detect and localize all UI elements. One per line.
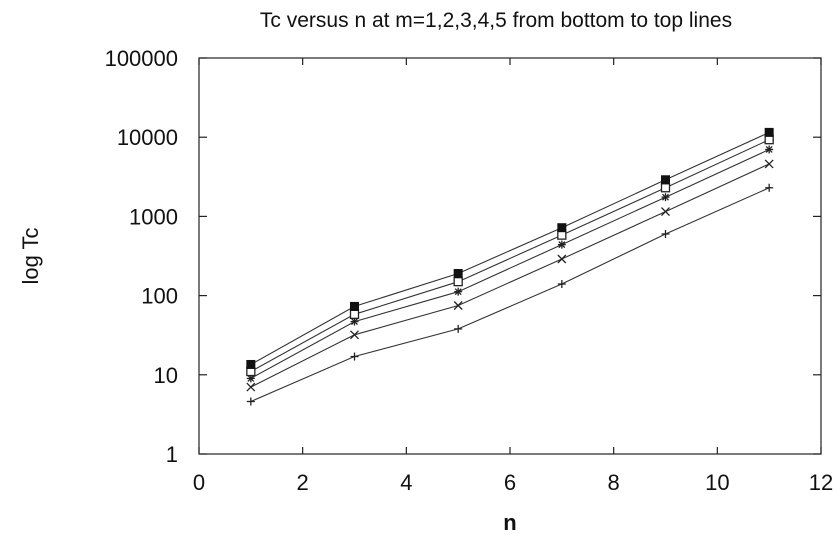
- x-tick-label: 8: [608, 470, 620, 495]
- x-tick-label: 2: [297, 470, 309, 495]
- data-point: [661, 175, 670, 185]
- data-point: [246, 397, 255, 406]
- y-tick-label: 1000: [129, 204, 178, 229]
- x-tick-label: 6: [504, 470, 516, 495]
- data-point: [765, 183, 774, 192]
- series-line-4: [250, 139, 770, 372]
- data-point: [349, 309, 360, 319]
- data-point: [660, 183, 671, 193]
- x-axis-label: n: [503, 510, 516, 535]
- x-tick-label: 12: [809, 470, 833, 495]
- series-line-5: [250, 131, 770, 365]
- series-line-1: [250, 187, 770, 403]
- x-tick-label: 0: [193, 470, 205, 495]
- series-line-3: [250, 149, 770, 379]
- data-point: [246, 382, 256, 392]
- y-tick-label: 100: [141, 284, 178, 309]
- y-tick-label: 10: [154, 363, 178, 388]
- data-point: [661, 229, 670, 238]
- data-point: [661, 207, 670, 217]
- data-point: [246, 359, 256, 369]
- data-point: [764, 135, 774, 145]
- data-point: [557, 230, 567, 240]
- data-point: [453, 301, 463, 310]
- y-axis-label: log Tc: [18, 227, 43, 284]
- data-point: [557, 223, 567, 233]
- data-point: [557, 240, 566, 249]
- data-point: [764, 159, 774, 169]
- axis-ticks: 0 2 4 6 8 10 12 1 10 100 1000 10000 100000: [105, 46, 834, 495]
- data-point: [350, 301, 359, 311]
- data-point: [350, 352, 359, 361]
- data-point: [557, 280, 566, 289]
- data-point: [557, 254, 567, 264]
- chart-title: Tc versus n at m=1,2,3,4,5 from bottom t…: [260, 9, 732, 32]
- data-point: [453, 269, 463, 279]
- data-point: [350, 317, 359, 326]
- y-tick-label: 10000: [117, 125, 178, 150]
- data-point: [453, 277, 463, 287]
- x-tick-label: 4: [400, 470, 412, 495]
- y-tick-label: 100000: [105, 46, 178, 71]
- series-group: [246, 127, 774, 406]
- data-point: [765, 145, 774, 154]
- data-point: [454, 287, 463, 296]
- series-line-2: [250, 163, 770, 388]
- data-point: [454, 324, 463, 333]
- plot-frame: [198, 57, 822, 455]
- data-point: [661, 193, 670, 202]
- data-point: [350, 330, 359, 340]
- y-tick-label: 1: [166, 442, 178, 467]
- x-tick-label: 10: [705, 470, 729, 495]
- data-point: [764, 127, 774, 137]
